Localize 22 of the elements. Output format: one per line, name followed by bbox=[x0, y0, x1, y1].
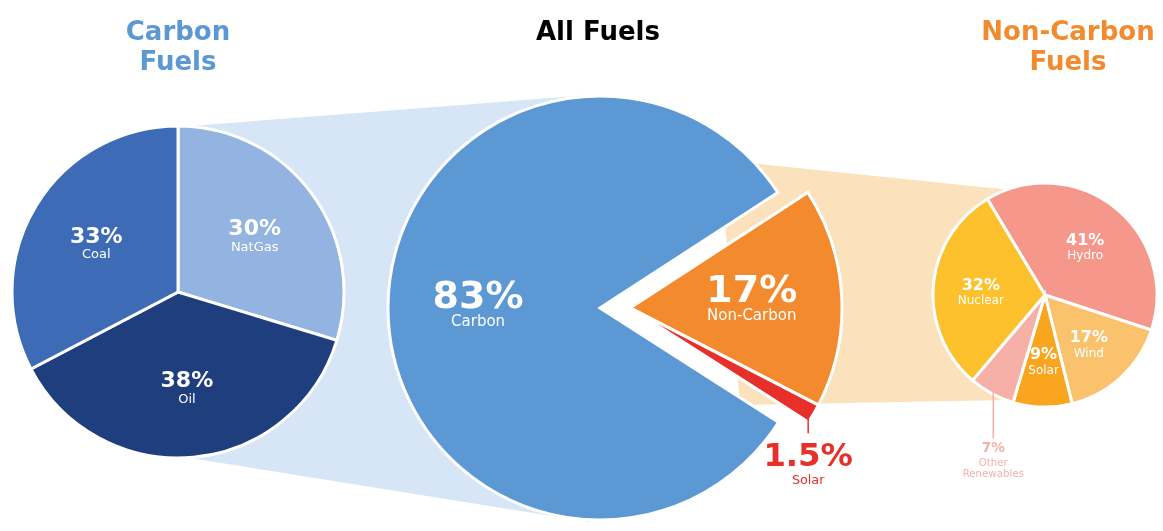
data-label: 30% bbox=[228, 215, 282, 241]
slice-label: Solar bbox=[1028, 362, 1059, 377]
slice-label: Nuclear bbox=[957, 293, 1004, 308]
data-label: 7% bbox=[981, 439, 1006, 455]
data-label: 17% bbox=[1069, 327, 1108, 347]
slice-label: Wind bbox=[1073, 345, 1104, 360]
chart-title: All Fuels bbox=[536, 16, 660, 46]
data-label: 41% bbox=[1066, 229, 1105, 249]
slice-label: Solar bbox=[791, 471, 826, 487]
slice-label: NatGas bbox=[230, 238, 279, 254]
data-label: 38% bbox=[160, 367, 214, 393]
chart-title: Non-Carbon Fuels bbox=[981, 16, 1155, 76]
slice-label: Oil bbox=[178, 390, 196, 406]
slice-label: Other Renewables bbox=[962, 457, 1024, 480]
data-label: 32% bbox=[961, 274, 1000, 294]
data-label: 9% bbox=[1029, 344, 1058, 364]
data-label: 1.5% bbox=[763, 435, 853, 474]
slice-label: Hydro bbox=[1067, 248, 1104, 263]
slice-label: Coal bbox=[82, 246, 111, 262]
chart-title: Carbon Fuels bbox=[125, 16, 231, 76]
data-label: 33% bbox=[70, 222, 123, 248]
slice-label: Non-Carbon bbox=[707, 305, 797, 324]
